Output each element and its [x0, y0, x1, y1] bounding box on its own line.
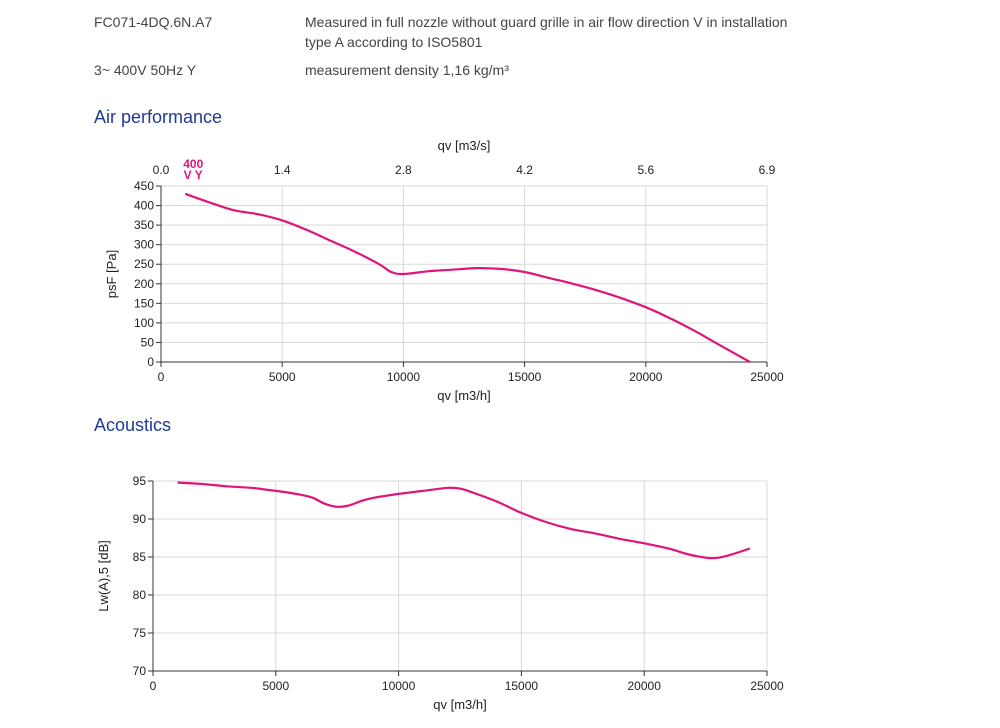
electrical-spec: 3~ 400V 50Hz Y	[94, 62, 197, 78]
air-x-tick-label: 10000	[387, 370, 421, 384]
air-x-tick-label: 15000	[508, 370, 542, 384]
air-x2-axis-title: qv [m3/s]	[438, 138, 491, 153]
air-y-tick-label: 50	[141, 335, 155, 349]
air-y-tick-label: 300	[134, 238, 154, 252]
air-y-tick-label: 100	[134, 316, 154, 330]
acoustics-title: Acoustics	[94, 415, 172, 435]
air-y-tick-label: 250	[134, 257, 154, 271]
air-y-tick-label: 0	[147, 355, 154, 369]
measurement-note-line1: Measured in full nozzle without guard gr…	[305, 14, 788, 30]
air-x-tick-label: 20000	[629, 370, 663, 384]
air-x2-tick-label: 4.2	[516, 163, 533, 177]
air-series-line	[184, 192, 751, 363]
measurement-density: measurement density 1,16 kg/m³	[305, 62, 509, 78]
air-y-tick-label: 150	[134, 296, 154, 310]
air-x2-tick-label: 5.6	[637, 163, 654, 177]
air-performance-title: Air performance	[94, 107, 223, 127]
air-x-axis-title: qv [m3/h]	[437, 388, 490, 403]
air-curve-label-conn: V Y	[184, 168, 203, 182]
air-y-axis-title: psF [Pa]	[104, 250, 119, 298]
air-x-tick-label: 5000	[269, 370, 296, 384]
air-x2-tick-label: 1.4	[274, 163, 291, 177]
air-y-tick-label: 200	[134, 277, 154, 291]
air-x-tick-label: 25000	[750, 370, 784, 384]
measurement-note-line2: type A according to ISO5801	[305, 34, 483, 50]
air-y-tick-label: 400	[134, 199, 154, 213]
air-y-tick-label: 350	[134, 218, 154, 232]
air-y-tick-label: 450	[134, 179, 154, 193]
air-x-tick-label: 0	[158, 370, 165, 384]
air-curve-label-speed: 400	[183, 157, 203, 171]
air-x2-tick-label: 6.9	[759, 163, 776, 177]
model-number: FC071-4DQ.6N.A7	[94, 14, 213, 30]
air-x2-tick-label: 0.0	[153, 163, 170, 177]
air-x2-tick-label: 2.8	[395, 163, 412, 177]
